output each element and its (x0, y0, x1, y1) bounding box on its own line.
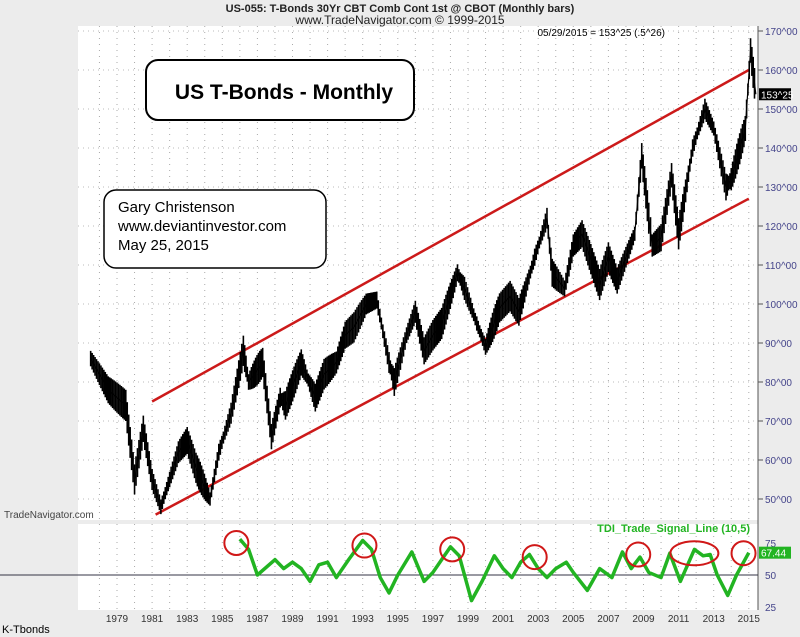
peak-highlight-circle (223, 530, 250, 556)
x-tick-label: 1997 (422, 614, 445, 625)
chart-title: US-055: T-Bonds 30Yr CBT Comb Cont 1st @… (226, 3, 575, 15)
y-tick-label: 50^00 (765, 495, 792, 506)
peak-highlight-circle (669, 540, 720, 567)
trendline-upper-channel (151, 68, 750, 403)
indicator-line (238, 538, 751, 603)
x-tick-label: 1987 (246, 614, 269, 625)
y-tick-label: 150^00 (765, 105, 798, 116)
last-price-label: 153^25 (761, 90, 794, 101)
trendline-lower-channel (155, 197, 750, 516)
y-tick-label: 120^00 (765, 222, 798, 233)
peak-highlight-circle (625, 541, 652, 568)
peak-highlight-circle (439, 536, 466, 563)
x-tick-label: 1991 (316, 614, 339, 625)
author-name: Gary Christenson (118, 199, 235, 216)
x-tick-label: 2005 (562, 614, 585, 625)
y-tick-label: 170^00 (765, 27, 798, 38)
x-tick-label: 2001 (492, 614, 515, 625)
title-annotation-box (145, 59, 415, 121)
x-tick-label: 2013 (703, 614, 726, 625)
author-website: www.deviantinvestor.com (117, 218, 286, 235)
x-tick-label: 2003 (527, 614, 550, 625)
footer-label: K-Tbonds (2, 624, 50, 636)
x-tick-label: 2011 (668, 614, 690, 625)
indicator-y-tick-label: 75 (765, 539, 777, 550)
peak-highlight-circle (730, 540, 757, 567)
y-tick-label: 60^00 (765, 456, 792, 467)
y-tick-label: 130^00 (765, 183, 798, 194)
author-annotation-box (103, 189, 327, 269)
x-tick-label: 2015 (738, 614, 761, 625)
x-tick-label: 1985 (211, 614, 234, 625)
peak-highlight-circle (351, 532, 378, 559)
indicator-last-label: 67.44 (761, 549, 786, 560)
x-tick-label: 2009 (632, 614, 655, 625)
y-tick-label: 110^00 (765, 261, 797, 272)
y-tick-label: 160^00 (765, 66, 798, 77)
x-tick-label: 1989 (281, 614, 304, 625)
indicator-legend: TDI_Trade_Signal_Line (10,5) (597, 523, 750, 535)
x-tick-label: 1999 (457, 614, 480, 625)
y-tick-label: 80^00 (765, 378, 792, 389)
x-tick-label: 2007 (597, 614, 620, 625)
last-price-badge (759, 88, 791, 101)
price-line (90, 50, 757, 509)
y-tick-label: 70^00 (765, 417, 792, 428)
chart-subtitle: www.TradeNavigator.com © 1999-2015 (294, 13, 504, 27)
y-tick-label: 90^00 (765, 339, 792, 350)
indicator-y-tick-label: 50 (765, 571, 777, 582)
last-quote-label: 05/29/2015 = 153^25 (.5^26) (537, 28, 665, 39)
x-tick-label: 1981 (141, 614, 164, 625)
title-annotation: US T-Bonds - Monthly (175, 81, 393, 104)
indicator-y-tick-label: 25 (765, 603, 777, 614)
x-tick-label: 1995 (387, 614, 410, 625)
indicator-last-badge (759, 546, 791, 559)
watermark: TradeNavigator.com (4, 510, 94, 521)
x-tick-label: 1993 (352, 614, 375, 625)
y-tick-label: 140^00 (765, 144, 798, 155)
peak-highlight-circle (521, 544, 548, 571)
x-tick-label: 1983 (176, 614, 199, 625)
x-tick-label: 1979 (106, 614, 129, 625)
author-date: May 25, 2015 (118, 237, 209, 254)
y-tick-label: 100^00 (765, 300, 798, 311)
